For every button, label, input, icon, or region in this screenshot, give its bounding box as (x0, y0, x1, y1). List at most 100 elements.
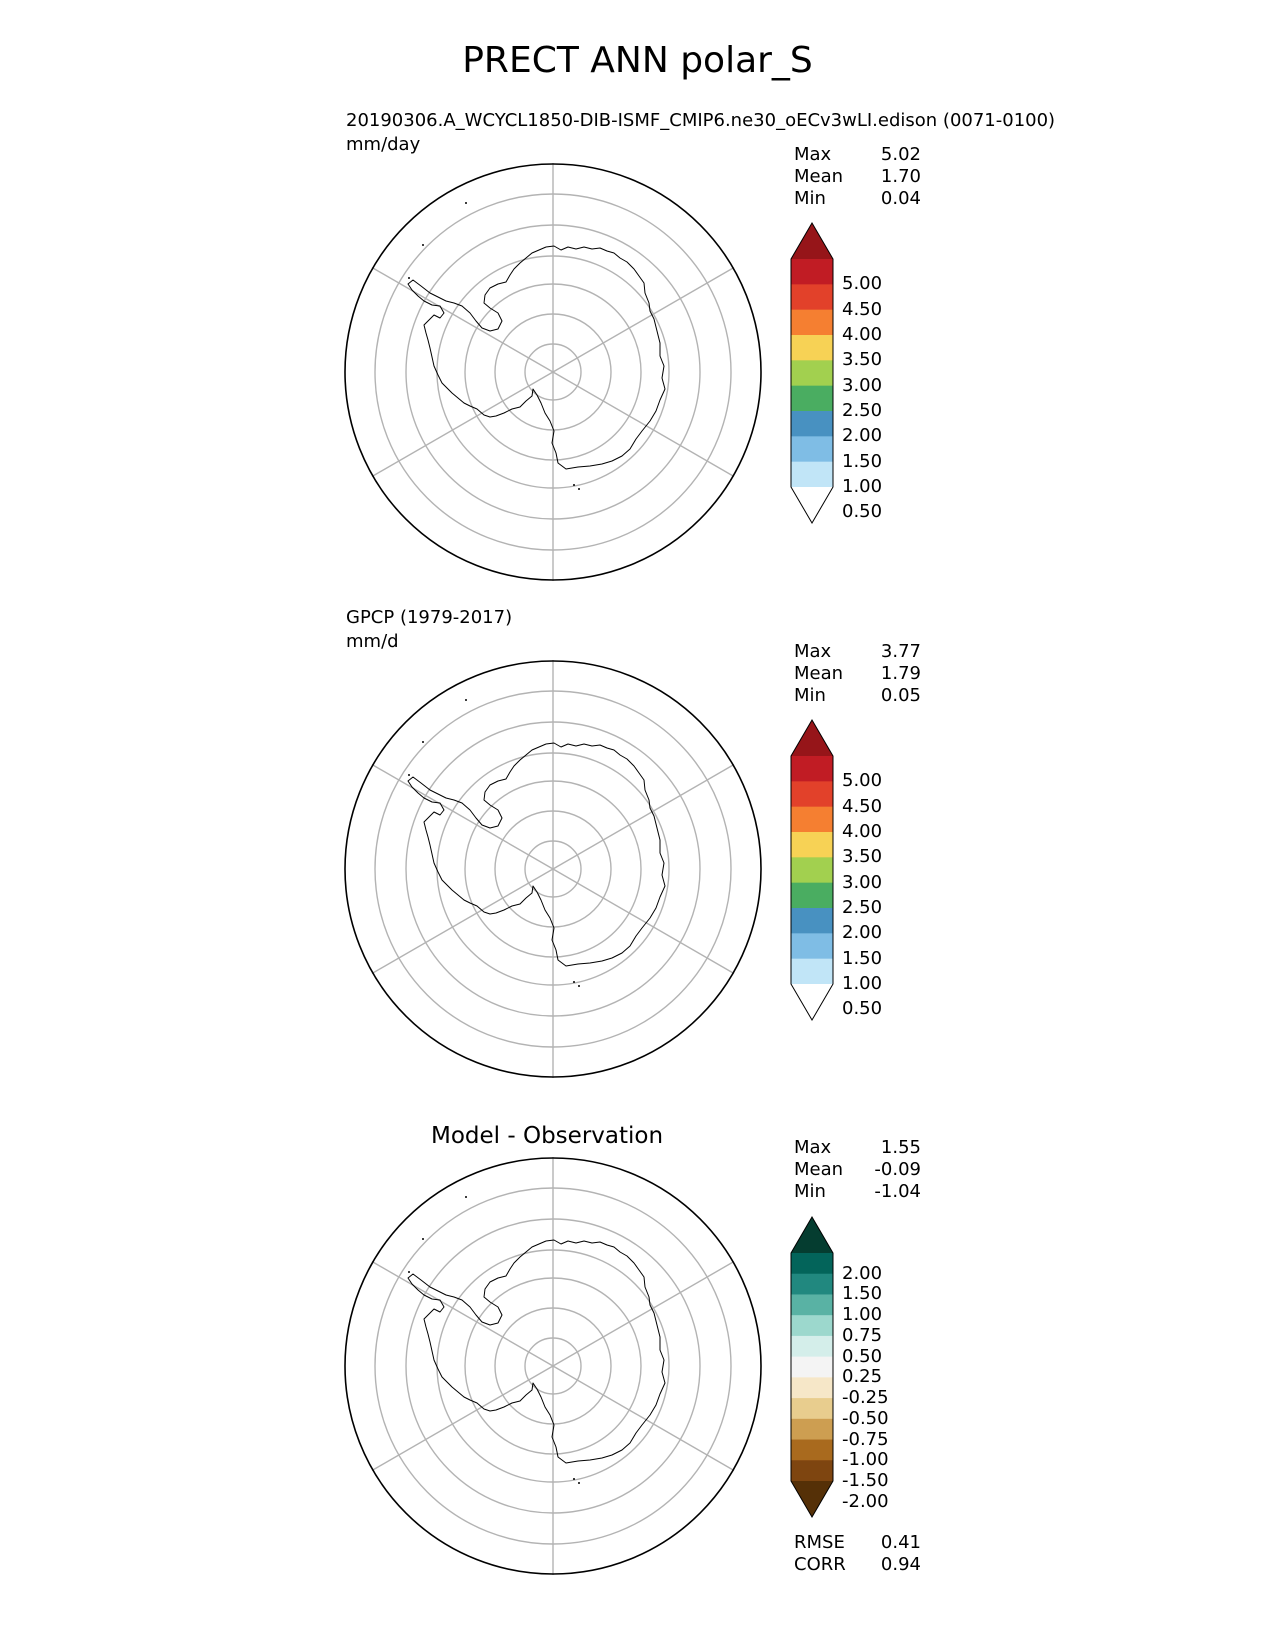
colorbar-extend-bottom (791, 984, 833, 1020)
island-mark (465, 699, 467, 701)
stat-min: Min -1.04 (794, 1181, 921, 1202)
colorbar-tick-label: 0.50 (842, 501, 883, 523)
colorbar-segment (791, 832, 833, 858)
colorbar-tick-label: 3.00 (842, 871, 883, 893)
colorbar-segment (791, 1398, 833, 1420)
colorbar-tick-label: 0.50 (842, 998, 883, 1020)
colorbar-segment (791, 806, 833, 833)
colorbar-outline (790, 222, 834, 524)
panel-test-stats: Max 5.02 Mean 1.70 Min 0.04 (794, 144, 921, 210)
colorbar-tick-label: 2.00 (842, 425, 883, 447)
colorbar-segment (791, 1439, 833, 1461)
colorbar-segment (791, 1273, 833, 1295)
stat-max: Max 1.55 (794, 1137, 921, 1158)
colorbar-segment (791, 1335, 833, 1358)
colorbar-tick-label: -2.00 (842, 1490, 889, 1512)
colorbar-segment (791, 857, 833, 884)
colorbar-extend-top (791, 720, 833, 756)
colorbar-extend-top (791, 1217, 833, 1253)
colorbar-tick-label: 2.50 (842, 400, 883, 421)
panel-test-colorbar: 5.00 4.50 4.00 3.50 3.00 2.50 2.00 1.50 1.00 0.50 (790, 222, 910, 524)
colorbar-segment (791, 309, 833, 336)
island-mark (573, 1478, 575, 1480)
colorbar-tick-label: 1.00 (842, 973, 883, 994)
island-mark (465, 1196, 467, 1198)
colorbar-extend-bottom (791, 487, 833, 523)
meridian-line (371, 1365, 554, 1472)
panel-ref-subtitle: GPCP (1979-2017) (346, 607, 513, 628)
colorbar-tick-label: 1.50 (842, 1283, 883, 1305)
colorbar-tick-label: 0.50 (842, 1345, 883, 1367)
metric-corr: CORR 0.94 (794, 1554, 921, 1575)
colorbar-tick-label: 1.50 (842, 947, 883, 969)
colorbar-svg (790, 1216, 834, 1518)
island-mark (408, 277, 410, 279)
island-mark (573, 981, 575, 983)
island-mark (422, 1238, 424, 1240)
colorbar-tick-label: 1.50 (842, 450, 883, 472)
island-mark (578, 985, 580, 987)
colorbar-segment (791, 284, 833, 311)
colorbar-segment (791, 1356, 833, 1378)
colorbar-extend-top (791, 223, 833, 259)
colorbar-segment (791, 1253, 833, 1275)
meridian-line (552, 868, 735, 975)
colorbar-tick-label: 3.00 (842, 374, 883, 396)
island-mark (573, 484, 575, 486)
colorbar-tick-label: 5.00 (842, 770, 883, 792)
colorbar-tick-label: 4.00 (842, 821, 883, 842)
colorbar-tick-label: -0.25 (842, 1387, 889, 1409)
colorbar-segment (791, 259, 833, 285)
map-boundary (344, 660, 762, 1078)
panel-diff-stats: Max 1.55 Mean -0.09 Min -1.04 (794, 1137, 921, 1203)
panel-diff-map (344, 1157, 762, 1575)
panel-ref-colorbar: 5.00 4.50 4.00 3.50 3.00 2.50 2.00 1.50 1.00 0.50 (790, 719, 910, 1021)
meridian-line (371, 1260, 554, 1367)
colorbar-segment (791, 781, 833, 808)
meridian-line (552, 1365, 735, 1472)
colorbar-segment (791, 1460, 833, 1482)
colorbar-segment (791, 933, 833, 960)
colorbar-segment (791, 385, 833, 412)
antarctica-coastline (407, 742, 666, 967)
colorbar-tick-label: 5.00 (842, 273, 883, 295)
panel-diff-title: Model - Observation (431, 1123, 664, 1149)
colorbar-tick-label: 3.50 (842, 846, 883, 868)
metric-rmse: RMSE 0.41 (794, 1532, 921, 1553)
panel-ref-stats: Max 3.77 Mean 1.79 Min 0.05 (794, 641, 921, 707)
colorbar-tick-label: 1.00 (842, 1304, 883, 1326)
colorbar-segment (791, 756, 833, 782)
colorbar-segment (791, 436, 833, 463)
colorbar-tick-label: 0.75 (842, 1324, 883, 1346)
colorbar-segment (791, 1418, 833, 1441)
panel-diff-colorbar: 2.00 1.50 1.00 0.75 0.50 0.25 -0.25 -0.50 -0.75-… (790, 1216, 910, 1518)
map-boundary (344, 163, 762, 581)
stat-min: Min 0.05 (794, 685, 921, 706)
island-mark (578, 488, 580, 490)
stat-max: Max 5.02 (794, 144, 921, 165)
antarctica-coastline (407, 245, 666, 470)
colorbar-segment (791, 360, 833, 387)
meridian-line (552, 371, 735, 478)
antarctica-coastline (407, 1239, 666, 1464)
stat-mean: Mean 1.79 (794, 663, 921, 684)
stat-mean: Mean 1.70 (794, 166, 921, 187)
meridian-line (371, 868, 554, 975)
panel-diff-metrics: RMSE 0.41 CORR 0.94 (794, 1532, 921, 1576)
meridian-line (371, 371, 554, 478)
colorbar-tick-label: -0.50 (842, 1407, 889, 1429)
colorbar-tick-label: 4.50 (842, 795, 883, 817)
colorbar-tick-label: 1.00 (842, 476, 883, 497)
panel-test-subtitle: 20190306.A_WCYCL1850-DIB-ISMF_CMIP6.ne30… (346, 110, 1056, 131)
colorbar-svg (790, 222, 834, 524)
colorbar-segment (791, 461, 833, 488)
colorbar-tick-label: 3.50 (842, 349, 883, 371)
colorbar-outline (790, 1216, 834, 1518)
colorbar-segment (791, 411, 833, 437)
stat-min: Min 0.04 (794, 188, 921, 209)
colorbar-tick-label: 2.00 (842, 922, 883, 944)
island-mark (422, 741, 424, 743)
colorbar-tick-label: 2.00 (842, 1262, 883, 1284)
map-boundary (344, 1157, 762, 1575)
panel-test-map (344, 163, 762, 581)
